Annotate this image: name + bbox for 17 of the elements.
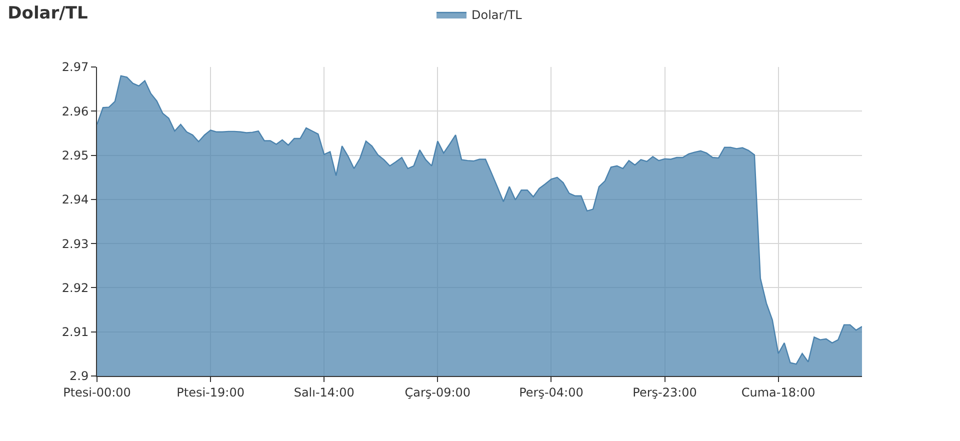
x-tick-label: Cuma-18:00 xyxy=(741,385,816,400)
x-tick-label: Perş-04:00 xyxy=(519,385,584,400)
y-tick-label: 2.9 xyxy=(70,369,89,384)
y-tick-label: 2.94 xyxy=(62,192,89,207)
y-tick-label: 2.97 xyxy=(62,60,89,74)
x-tick-label: Perş-23:00 xyxy=(632,385,697,400)
legend-label: Dolar/TL xyxy=(472,8,522,22)
y-tick-label: 2.95 xyxy=(62,148,89,162)
y-tick-label: 2.91 xyxy=(62,325,89,340)
x-tick-label: Çarş-09:00 xyxy=(404,385,471,400)
chart-title: Dolar/TL xyxy=(8,4,88,24)
x-tick-label: Ptesi-00:00 xyxy=(63,385,131,400)
x-tick-label: Salı-14:00 xyxy=(294,385,354,400)
x-tick-label: Ptesi-19:00 xyxy=(176,385,244,400)
y-tick-label: 2.92 xyxy=(62,280,89,295)
y-tick-label: 2.93 xyxy=(62,236,89,251)
y-tick-label: 2.96 xyxy=(62,104,89,118)
